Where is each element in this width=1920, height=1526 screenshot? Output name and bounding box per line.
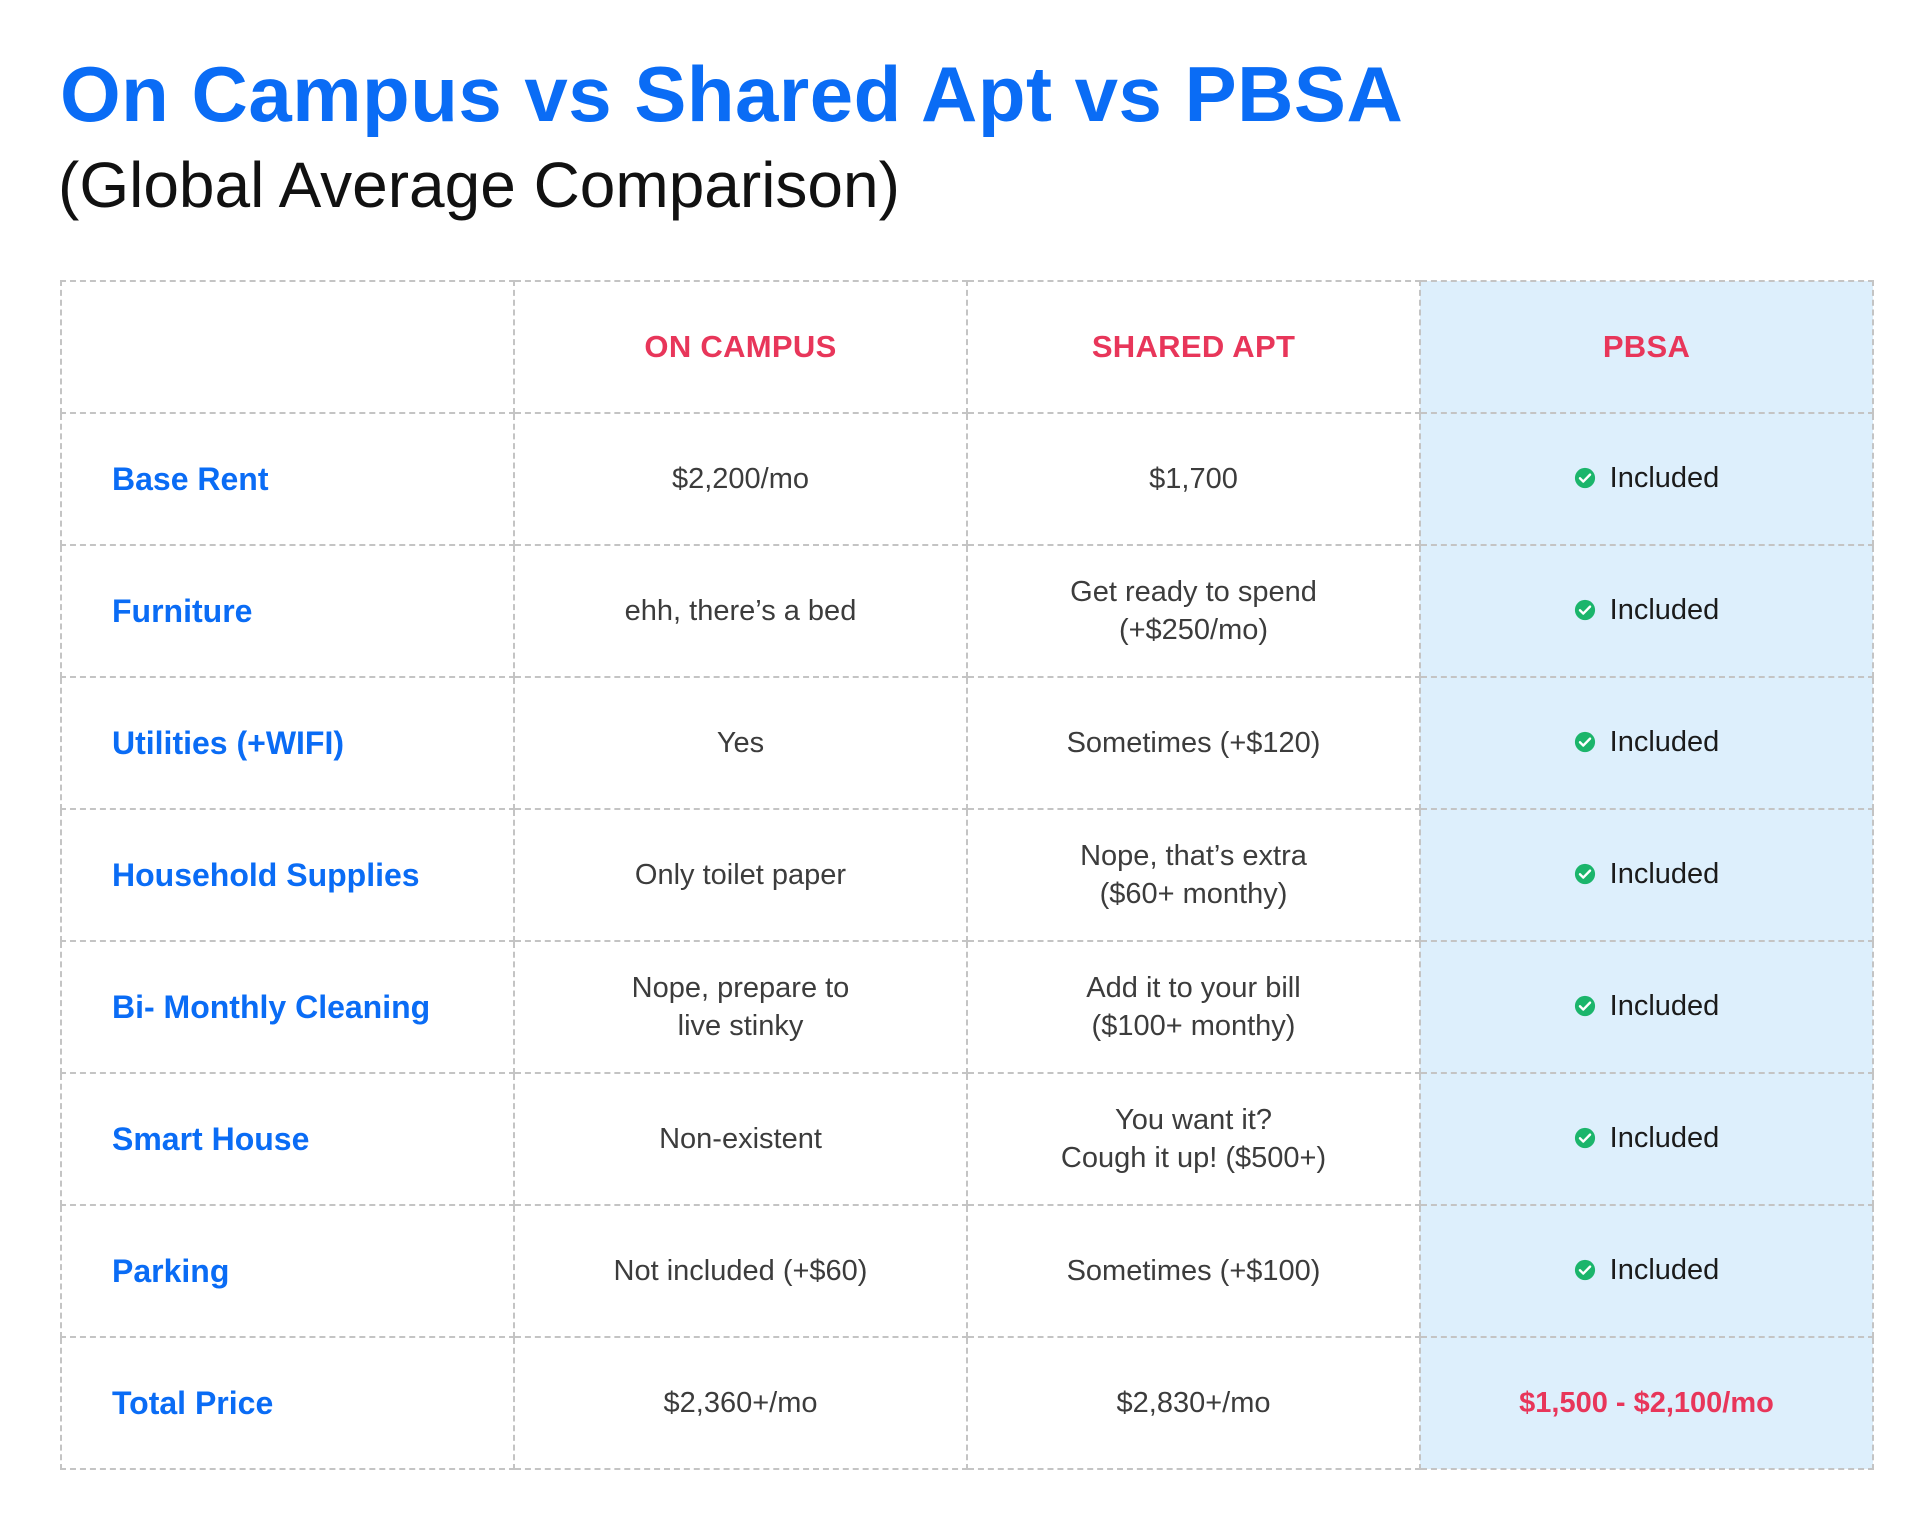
cell-text: Not included (+$60)	[613, 1254, 868, 1287]
cell-text: Sometimes (+$120)	[1066, 726, 1321, 759]
cell-on-campus: Not included (+$60)	[513, 1204, 968, 1338]
comparison-table: ON CAMPUS SHARED APT PBSA Base Rent $2,2…	[60, 280, 1874, 1479]
cell-on-campus: ehh, there’s a bed	[513, 544, 968, 678]
cell-shared-apt: Add it to your bill ($100+ monthy)	[966, 940, 1421, 1074]
table-row: Bi- Monthly Cleaning Nope, prepare to li…	[60, 940, 1874, 1074]
cell-pbsa: Included	[1419, 544, 1874, 678]
cell-pbsa: Included	[1419, 676, 1874, 810]
cell-pbsa: Included	[1419, 1204, 1874, 1338]
cell-text-line: Add it to your bill	[1086, 971, 1301, 1004]
column-header-label: PBSA	[1602, 328, 1691, 364]
table-row: Utilities (+WIFI) Yes Sometimes (+$120) …	[60, 676, 1874, 810]
check-circle-icon	[1574, 731, 1595, 753]
cell-text: $2,830+/mo	[1116, 1386, 1271, 1419]
row-label: Smart House	[60, 1072, 515, 1206]
column-header-label: ON CAMPUS	[644, 328, 837, 364]
row-label: Household Supplies	[60, 808, 515, 942]
cell-on-campus: $2,360+/mo	[513, 1336, 968, 1470]
included-indicator: Included	[1574, 987, 1720, 1025]
cell-text: Non-existent	[659, 1122, 822, 1155]
cell-pbsa: Included	[1419, 940, 1874, 1074]
page-subtitle: (Global Average Comparison)	[58, 149, 900, 221]
column-header-label: SHARED APT	[1091, 328, 1296, 364]
included-indicator: Included	[1574, 1119, 1720, 1157]
total-price-pbsa: $1,500 - $2,100/mo	[1519, 1386, 1774, 1419]
cell-shared-apt: $2,830+/mo	[966, 1336, 1421, 1470]
cell-text: $2,360+/mo	[663, 1386, 818, 1419]
row-label: Total Price	[60, 1336, 515, 1470]
check-circle-icon	[1574, 863, 1595, 885]
table-row: Furniture ehh, there’s a bed Get ready t…	[60, 544, 1874, 678]
column-header-on-campus: ON CAMPUS	[513, 280, 968, 414]
row-label: Furniture	[60, 544, 515, 678]
cell-on-campus: Yes	[513, 676, 968, 810]
cell-text: Yes	[716, 726, 765, 759]
included-label: Included	[1609, 989, 1720, 1022]
cell-pbsa: Included	[1419, 412, 1874, 546]
check-circle-icon	[1574, 1259, 1595, 1281]
row-label: Utilities (+WIFI)	[60, 676, 515, 810]
cell-on-campus: Only toilet paper	[513, 808, 968, 942]
cell-text: ehh, there’s a bed	[624, 594, 857, 627]
check-circle-icon	[1574, 467, 1595, 489]
table-row: Household Supplies Only toilet paper Nop…	[60, 808, 1874, 942]
cell-shared-apt: $1,700	[966, 412, 1421, 546]
cell-text-line: You want it?	[1115, 1103, 1272, 1136]
cell-text: Sometimes (+$100)	[1066, 1254, 1321, 1287]
cell-shared-apt: Get ready to spend (+$250/mo)	[966, 544, 1421, 678]
cell-shared-apt: Sometimes (+$120)	[966, 676, 1421, 810]
check-circle-icon	[1574, 995, 1595, 1017]
check-circle-icon	[1574, 599, 1595, 621]
header-empty-cell	[60, 280, 515, 414]
included-label: Included	[1609, 1121, 1720, 1154]
cell-pbsa: Included	[1419, 1072, 1874, 1206]
table-row: Parking Not included (+$60) Sometimes (+…	[60, 1204, 1874, 1338]
cell-text: $1,700	[1149, 462, 1238, 495]
cell-text: $2,200/mo	[671, 462, 810, 495]
cell-text-line: (+$250/mo)	[1118, 614, 1269, 646]
row-label: Base Rent	[60, 412, 515, 546]
included-label: Included	[1609, 725, 1720, 758]
cell-text-line: ($100+ monthy)	[1091, 1010, 1296, 1042]
included-indicator: Included	[1574, 855, 1720, 893]
column-header-pbsa: PBSA	[1419, 280, 1874, 414]
cell-text-line: live stinky	[677, 1010, 804, 1042]
page-title: On Campus vs Shared Apt vs PBSA	[60, 50, 1404, 138]
cell-on-campus: Nope, prepare to live stinky	[513, 940, 968, 1074]
cell-shared-apt: Nope, that’s extra ($60+ monthy)	[966, 808, 1421, 942]
row-label: Bi- Monthly Cleaning	[60, 940, 515, 1074]
included-label: Included	[1609, 461, 1720, 494]
table-row: Base Rent $2,200/mo $1,700 Included	[60, 412, 1874, 546]
included-indicator: Included	[1574, 723, 1720, 761]
column-header-shared-apt: SHARED APT	[966, 280, 1421, 414]
cell-text-line: ($60+ monthy)	[1099, 878, 1288, 910]
included-indicator: Included	[1574, 459, 1720, 497]
check-circle-icon	[1574, 1127, 1595, 1149]
cell-text-line: Nope, prepare to	[631, 971, 850, 1004]
included-label: Included	[1609, 593, 1720, 626]
cell-text-line: Cough it up! ($500+)	[1060, 1142, 1327, 1174]
cell-on-campus: Non-existent	[513, 1072, 968, 1206]
cell-text: Only toilet paper	[634, 858, 847, 891]
included-label: Included	[1609, 857, 1720, 890]
table-header-row: ON CAMPUS SHARED APT PBSA	[60, 280, 1874, 414]
table-row-total: Total Price $2,360+/mo $2,830+/mo $1,500…	[60, 1336, 1874, 1470]
cell-on-campus: $2,200/mo	[513, 412, 968, 546]
cell-text-line: Nope, that’s extra	[1080, 839, 1307, 872]
cell-shared-apt: Sometimes (+$100)	[966, 1204, 1421, 1338]
cell-pbsa: Included	[1419, 808, 1874, 942]
cell-text-line: Get ready to spend	[1070, 575, 1317, 608]
included-label: Included	[1609, 1253, 1720, 1286]
included-indicator: Included	[1574, 591, 1720, 629]
cell-pbsa: $1,500 - $2,100/mo	[1419, 1336, 1874, 1470]
included-indicator: Included	[1574, 1251, 1720, 1289]
cell-shared-apt: You want it? Cough it up! ($500+)	[966, 1072, 1421, 1206]
row-label: Parking	[60, 1204, 515, 1338]
table-row: Smart House Non-existent You want it? Co…	[60, 1072, 1874, 1206]
